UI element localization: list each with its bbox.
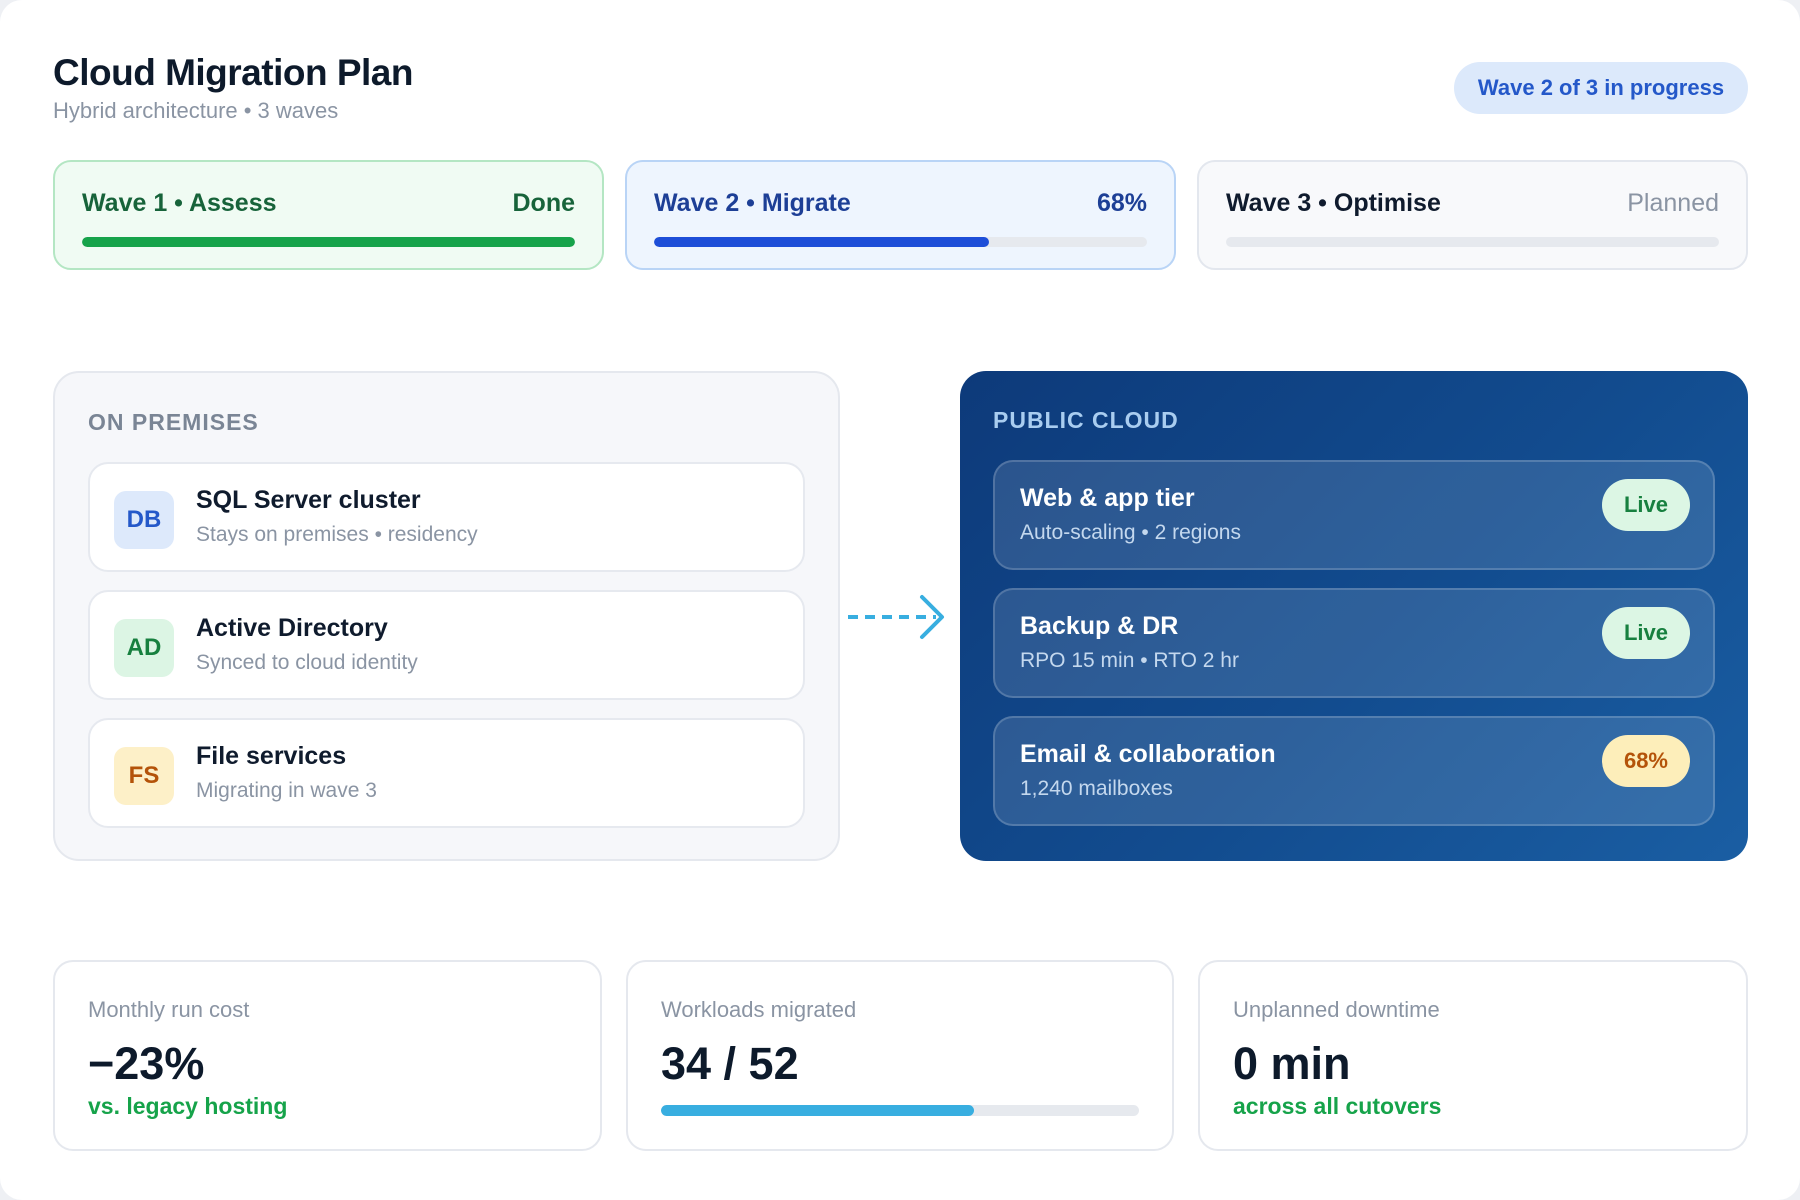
stat-label: Unplanned downtime xyxy=(1233,997,1440,1022)
wave-name: Wave 1 • Assess xyxy=(82,188,277,217)
file-services-icon: FS xyxy=(114,747,174,805)
workloads-progress-fill xyxy=(661,1105,974,1116)
item-name: File services xyxy=(196,742,347,770)
wave-progress-fill xyxy=(82,237,575,247)
item-description: Stays on premises • residency xyxy=(196,523,478,546)
wave-progress-fill xyxy=(654,237,990,247)
stat-note: across all cutovers xyxy=(1233,1093,1442,1119)
on-premises-panel: ON PREMISES DB SQL Server cluster Stays … xyxy=(53,371,840,861)
stat-card-run-cost: Monthly run cost −23% vs. legacy hosting xyxy=(53,960,602,1151)
wave-progress-track xyxy=(1226,237,1719,247)
database-icon: DB xyxy=(114,491,174,549)
page-subtitle: Hybrid architecture • 3 waves xyxy=(53,98,339,123)
public-cloud-panel: PUBLIC CLOUD Web & app tier Auto-scaling… xyxy=(960,371,1748,861)
wave-card-2[interactable]: Wave 2 • Migrate 68% xyxy=(625,160,1176,270)
item-name: Active Directory xyxy=(196,614,388,642)
workloads-progress-track xyxy=(661,1105,1139,1116)
stat-value: 0 min xyxy=(1233,1038,1351,1089)
cloud-item-backup-dr[interactable]: Backup & DR RPO 15 min • RTO 2 hr Live xyxy=(993,588,1715,698)
status-badge: Wave 2 of 3 in progress xyxy=(1454,62,1748,114)
wave-name: Wave 2 • Migrate xyxy=(654,188,851,217)
item-name: SQL Server cluster xyxy=(196,486,421,514)
on-prem-item-file-services[interactable]: FS File services Migrating in wave 3 xyxy=(88,718,805,828)
dashed-arrow-right-icon xyxy=(848,595,944,639)
stat-card-workloads: Workloads migrated 34 / 52 xyxy=(626,960,1174,1151)
item-description: 1,240 mailboxes xyxy=(1020,777,1173,800)
directory-icon: AD xyxy=(114,619,174,677)
item-description: Auto-scaling • 2 regions xyxy=(1020,521,1241,544)
wave-progress-track xyxy=(654,237,1147,247)
cloud-item-web-app-tier[interactable]: Web & app tier Auto-scaling • 2 regions … xyxy=(993,460,1715,570)
stat-label: Monthly run cost xyxy=(88,997,250,1022)
wave-state: Planned xyxy=(1627,188,1719,217)
wave-state: 68% xyxy=(1096,188,1147,217)
stat-label: Workloads migrated xyxy=(661,997,857,1022)
item-description: Migrating in wave 3 xyxy=(196,779,377,802)
cloud-item-email-collaboration[interactable]: Email & collaboration 1,240 mailboxes 68… xyxy=(993,716,1715,826)
panel-label: PUBLIC CLOUD xyxy=(993,407,1179,433)
on-prem-item-active-directory[interactable]: AD Active Directory Synced to cloud iden… xyxy=(88,590,805,700)
wave-progress-track xyxy=(82,237,575,247)
on-prem-item-sql-server[interactable]: DB SQL Server cluster Stays on premises … xyxy=(88,462,805,572)
item-name: Web & app tier xyxy=(1020,484,1195,512)
status-badge: Live xyxy=(1601,607,1690,659)
item-description: Synced to cloud identity xyxy=(196,651,418,674)
page-title: Cloud Migration Plan xyxy=(53,52,413,93)
wave-card-1[interactable]: Wave 1 • Assess Done xyxy=(53,160,604,270)
panel-label: ON PREMISES xyxy=(88,409,259,435)
item-name: Backup & DR xyxy=(1020,612,1179,640)
item-name: Email & collaboration xyxy=(1020,740,1276,768)
wave-name: Wave 3 • Optimise xyxy=(1226,188,1441,217)
wave-state: Done xyxy=(512,188,576,217)
stat-value: −23% xyxy=(88,1038,205,1089)
item-description: RPO 15 min • RTO 2 hr xyxy=(1020,649,1239,672)
stat-value: 34 / 52 xyxy=(661,1038,799,1089)
progress-badge: 68% xyxy=(1601,735,1690,787)
stat-note: vs. legacy hosting xyxy=(88,1093,288,1119)
status-badge: Live xyxy=(1601,479,1690,531)
stat-card-downtime: Unplanned downtime 0 min across all cuto… xyxy=(1198,960,1748,1151)
wave-card-3[interactable]: Wave 3 • Optimise Planned xyxy=(1197,160,1748,270)
